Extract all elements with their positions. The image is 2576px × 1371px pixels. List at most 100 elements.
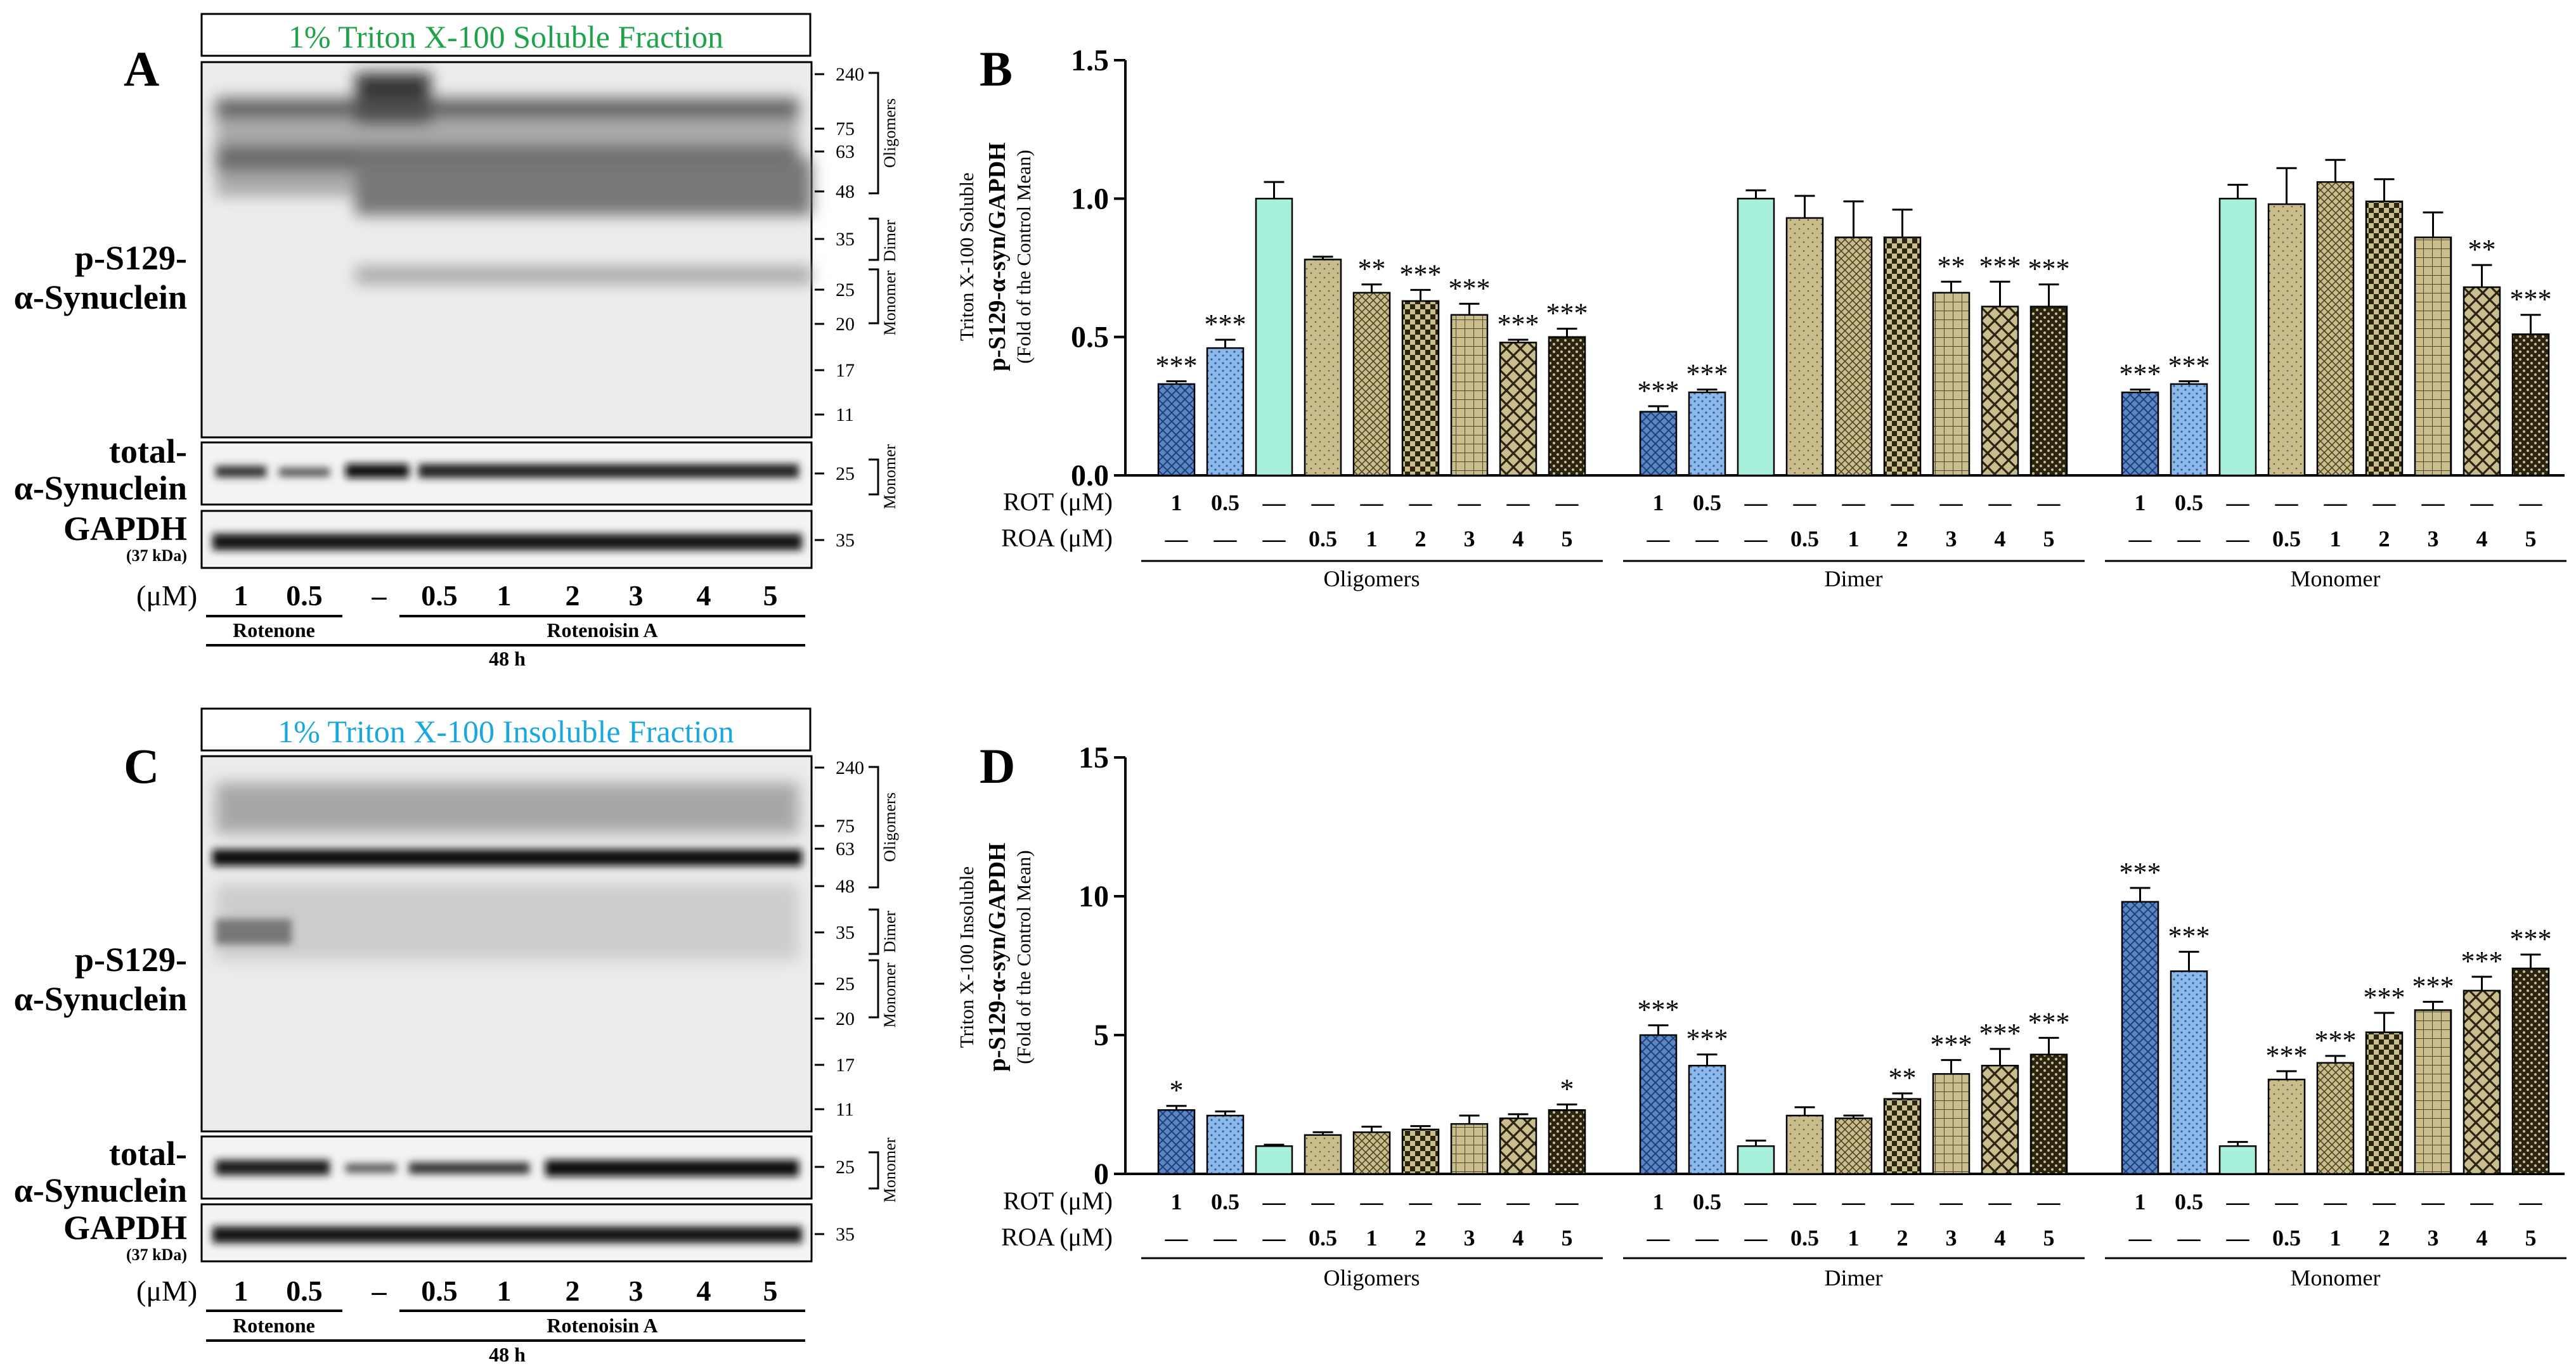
y-tick-label: 5 [1094, 1019, 1109, 1052]
dose-label: 0.5 [286, 579, 323, 612]
roa-dose-label: 5 [1562, 526, 1573, 551]
bar [1688, 391, 1726, 477]
roa-dose-label: 1 [1848, 526, 1860, 551]
bar [2029, 1053, 2068, 1175]
rot-dose-label: — [2372, 490, 2397, 515]
error-bar [2423, 211, 2443, 238]
significance-label: *** [1449, 273, 1491, 304]
dose-unit-label: (μM) [136, 579, 197, 612]
roa-dose-label: 2 [1415, 526, 1427, 551]
rot-dose-label: — [2470, 490, 2494, 515]
roa-dose-label: 0.5 [2272, 1225, 2301, 1251]
dose-unit-label: (μM) [136, 1275, 197, 1307]
rot-dose-label: — [1360, 490, 1384, 515]
bracket-label-oligomers: Oligomers [881, 98, 899, 168]
bar [1688, 1064, 1726, 1175]
p-syn-blot-bands [216, 73, 812, 284]
bar [2365, 200, 2404, 477]
total-syn-label-line2: α-Synuclein [14, 469, 187, 507]
y-tick-label: 0.0 [1071, 459, 1109, 492]
significance-label: *** [2168, 351, 2210, 382]
rot-dose-label: 0.5 [1693, 1189, 1721, 1214]
p-syn-blot-bands [216, 783, 799, 960]
significance-label: *** [1686, 359, 1728, 390]
rot-dose-label: — [1988, 1189, 2012, 1214]
error-bar [1459, 302, 1480, 315]
mw-marker: 35 [836, 530, 855, 551]
gapdh-kda-label: (37 kDa) [126, 1245, 187, 1264]
mw-marker: 240 [836, 64, 864, 85]
rot-dose-label: — [2470, 1189, 2494, 1214]
group-label: Oligomers [1324, 1265, 1420, 1291]
bar [1639, 411, 1678, 477]
y-axis-label-line1: Triton X-100 Soluble [955, 172, 978, 341]
error-bar [1892, 209, 1913, 238]
roa-dose-label: 5 [2043, 1225, 2055, 1251]
fraction-title: 1% Triton X-100 Insoluble Fraction [278, 714, 734, 749]
dose-label: 2 [566, 579, 580, 612]
bar [1834, 1117, 1873, 1175]
significance-label: ** [1889, 1062, 1917, 1093]
error-bar [1312, 1131, 1333, 1135]
gapdh-blot-bands [212, 534, 802, 550]
chart-d: D Triton X-100 Insoluble p-S129-α-syn/GA… [955, 738, 2566, 1291]
roa-dose-label: — [1262, 1225, 1286, 1251]
error-bar [1941, 280, 1962, 293]
group-label: Dimer [1825, 566, 1883, 591]
bar [2267, 1078, 2306, 1175]
roa-dose-label: 3 [1946, 1225, 1957, 1251]
roa-dose-label: 3 [1464, 1225, 1475, 1251]
error-bar [2178, 380, 2199, 384]
rot-dose-label: — [1458, 1189, 1482, 1214]
rot-dose-label: — [2324, 490, 2348, 515]
bar [1255, 1145, 1293, 1175]
error-bar [1459, 1114, 1480, 1124]
time-label: 48 h [489, 1343, 526, 1366]
bar [1932, 292, 1971, 477]
bar [2218, 1145, 2257, 1175]
significance-label: ** [2468, 234, 2496, 265]
bar [1450, 314, 1489, 477]
bar [2170, 383, 2208, 477]
significance-label: *** [2028, 254, 2070, 285]
rot-dose-label: 0.5 [2175, 490, 2203, 515]
rot-dose-label: — [1311, 1189, 1335, 1214]
error-bar [1892, 1092, 1913, 1099]
error-bar [2471, 975, 2492, 991]
gapdh-kda-label: (37 kDa) [126, 546, 187, 565]
mw-marker: 11 [836, 1099, 854, 1120]
bar [2511, 967, 2550, 1175]
p-syn-label-line2: α-Synuclein [14, 278, 187, 316]
y-tick-label: 1.0 [1071, 182, 1109, 216]
time-label: 48 h [489, 647, 526, 670]
roa-dose-label: 2 [1897, 1225, 1908, 1251]
mw-marker: 63 [836, 141, 855, 162]
rot-dose-label: — [1409, 490, 1433, 515]
rot-dose-label: — [2421, 1189, 2445, 1214]
rot-dose-label: — [1891, 1189, 1915, 1214]
significance-label: *** [1638, 994, 1680, 1026]
rot-dose-label: — [1311, 490, 1335, 515]
error-bar [2130, 389, 2151, 392]
roa-dose-label: — [1744, 526, 1768, 551]
roa-dose-label: 4 [2476, 1225, 2488, 1251]
total-syn-blot-bands [216, 1160, 799, 1176]
rot-dose-label: — [2275, 490, 2299, 515]
bar [1834, 236, 1873, 477]
chart-b: B Triton X-100 Soluble p-S129-α-syn/GAPD… [955, 41, 2566, 591]
mw-marker: 17 [836, 360, 855, 381]
significance-label: *** [2120, 359, 2161, 390]
error-bar [1843, 1114, 1864, 1119]
rot-dose-label: 1 [2135, 1189, 2146, 1214]
roa-dose-label: 3 [2428, 1225, 2439, 1251]
rot-dose-label: — [2037, 1189, 2061, 1214]
mw-marker: 20 [836, 1008, 855, 1029]
mw-marker: 25 [836, 280, 855, 300]
error-bar [1557, 1104, 1577, 1110]
error-bar [2520, 314, 2541, 335]
mw-marker: 25 [836, 974, 855, 994]
bar [2511, 333, 2550, 477]
y-tick-label: 1.5 [1071, 44, 1109, 77]
significance-label: ** [1938, 250, 1965, 281]
roa-dose-label: 5 [1562, 1225, 1573, 1251]
